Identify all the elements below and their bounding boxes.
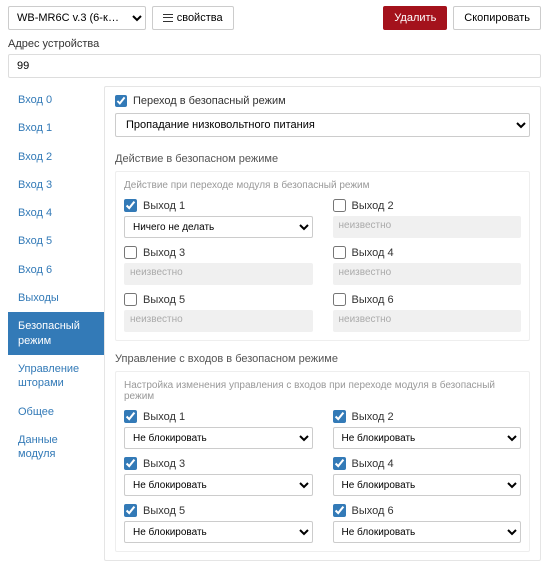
content: Переход в безопасный режим Пропадание ни… xyxy=(104,86,541,561)
sidebar-item[interactable]: Данные модуля xyxy=(8,426,104,469)
output-checkbox[interactable] xyxy=(333,199,346,212)
copy-button[interactable]: Скопировать xyxy=(453,6,541,30)
output-disabled-field: неизвестно xyxy=(333,310,522,332)
input-output-label-row: Выход 3 xyxy=(124,457,313,470)
output-label: Выход 5 xyxy=(143,294,185,306)
output-block: Выход 6 неизвестно xyxy=(333,293,522,332)
sidebar-item[interactable]: Выходы xyxy=(8,284,104,312)
input-output-checkbox[interactable] xyxy=(333,457,346,470)
output-label: Выход 1 xyxy=(143,200,185,212)
safe-mode-checkbox[interactable] xyxy=(115,95,127,107)
input-output-block: Выход 2 Не блокировать xyxy=(333,410,522,449)
output-label: Выход 3 xyxy=(143,247,185,259)
input-output-select[interactable]: Не блокировать xyxy=(333,521,522,543)
output-checkbox[interactable] xyxy=(333,293,346,306)
action-grid: Выход 1 Ничего не делать Выход 2 неизвестно… xyxy=(124,199,521,332)
input-output-label-row: Выход 4 xyxy=(333,457,522,470)
output-checkbox[interactable] xyxy=(124,199,137,212)
input-output-checkbox[interactable] xyxy=(124,457,137,470)
input-output-label: Выход 3 xyxy=(143,458,185,470)
device-select[interactable]: WB-MR6C v.3 (6-канальный модуль реле с в… xyxy=(8,6,146,30)
input-output-label-row: Выход 1 xyxy=(124,410,313,423)
output-block: Выход 2 неизвестно xyxy=(333,199,522,238)
input-output-label: Выход 2 xyxy=(352,411,394,423)
sidebar-item[interactable]: Вход 5 xyxy=(8,227,104,255)
sidebar-item[interactable]: Общее xyxy=(8,398,104,426)
input-output-select[interactable]: Не блокировать xyxy=(333,474,522,496)
input-output-select[interactable]: Не блокировать xyxy=(124,521,313,543)
output-block: Выход 5 неизвестно xyxy=(124,293,313,332)
delete-button[interactable]: Удалить xyxy=(383,6,447,30)
action-panel: Действие при переходе модуля в безопасны… xyxy=(115,171,530,341)
output-block: Выход 4 неизвестно xyxy=(333,246,522,285)
output-label-row: Выход 5 xyxy=(124,293,313,306)
output-label-row: Выход 4 xyxy=(333,246,522,259)
input-output-block: Выход 4 Не блокировать xyxy=(333,457,522,496)
input-output-label-row: Выход 2 xyxy=(333,410,522,423)
action-section-title: Действие в безопасном режиме xyxy=(115,153,530,165)
safe-mode-toggle-row: Переход в безопасный режим xyxy=(115,95,530,107)
inputs-panel-title: Настройка изменения управления с входов … xyxy=(124,380,521,402)
output-label-row: Выход 2 xyxy=(333,199,522,212)
inputs-section-title: Управление с входов в безопасном режиме xyxy=(115,353,530,365)
topbar: WB-MR6C v.3 (6-канальный модуль реле с в… xyxy=(0,0,549,36)
sidebar-item[interactable]: Вход 2 xyxy=(8,143,104,171)
sidebar-item[interactable]: Вход 1 xyxy=(8,114,104,142)
output-disabled-field: неизвестно xyxy=(124,310,313,332)
sidebar-item[interactable]: Вход 0 xyxy=(8,86,104,114)
list-icon xyxy=(163,14,173,22)
sidebar-item[interactable]: Вход 4 xyxy=(8,199,104,227)
output-label-row: Выход 1 xyxy=(124,199,313,212)
input-output-label: Выход 4 xyxy=(352,458,394,470)
input-output-checkbox[interactable] xyxy=(124,504,137,517)
input-output-checkbox[interactable] xyxy=(333,504,346,517)
output-checkbox[interactable] xyxy=(124,246,137,259)
sidebar-item[interactable]: Вход 6 xyxy=(8,256,104,284)
output-disabled-field: неизвестно xyxy=(333,216,522,238)
input-output-label: Выход 6 xyxy=(352,505,394,517)
output-checkbox[interactable] xyxy=(124,293,137,306)
sidebar: Вход 0Вход 1Вход 2Вход 3Вход 4Вход 5Вход… xyxy=(8,86,104,561)
input-output-label: Выход 1 xyxy=(143,411,185,423)
input-output-checkbox[interactable] xyxy=(124,410,137,423)
inputs-grid: Выход 1 Не блокировать Выход 2 Не блокирова… xyxy=(124,410,521,543)
output-label-row: Выход 3 xyxy=(124,246,313,259)
main: Вход 0Вход 1Вход 2Вход 3Вход 4Вход 5Вход… xyxy=(0,86,549,569)
output-label: Выход 2 xyxy=(352,200,394,212)
output-label-row: Выход 6 xyxy=(333,293,522,306)
output-label: Выход 6 xyxy=(352,294,394,306)
input-output-block: Выход 3 Не блокировать xyxy=(124,457,313,496)
address-input[interactable] xyxy=(8,54,541,78)
inputs-panel: Настройка изменения управления с входов … xyxy=(115,371,530,552)
input-output-label-row: Выход 5 xyxy=(124,504,313,517)
props-button-label: свойства xyxy=(177,12,223,24)
output-checkbox[interactable] xyxy=(333,246,346,259)
input-output-block: Выход 5 Не блокировать xyxy=(124,504,313,543)
device-select-wrap: WB-MR6C v.3 (6-канальный модуль реле с в… xyxy=(8,6,146,30)
input-output-block: Выход 1 Не блокировать xyxy=(124,410,313,449)
input-output-select[interactable]: Не блокировать xyxy=(333,427,522,449)
address-section: Адрес устройства xyxy=(0,36,549,86)
safe-mode-toggle-label: Переход в безопасный режим xyxy=(133,95,286,107)
input-output-block: Выход 6 Не блокировать xyxy=(333,504,522,543)
output-block: Выход 1 Ничего не делать xyxy=(124,199,313,238)
input-output-checkbox[interactable] xyxy=(333,410,346,423)
input-output-select[interactable]: Не блокировать xyxy=(124,474,313,496)
output-disabled-field: неизвестно xyxy=(333,263,522,285)
output-disabled-field: неизвестно xyxy=(124,263,313,285)
input-output-label-row: Выход 6 xyxy=(333,504,522,517)
sidebar-item[interactable]: Безопасный режим xyxy=(8,312,104,355)
output-block: Выход 3 неизвестно xyxy=(124,246,313,285)
input-output-label: Выход 5 xyxy=(143,505,185,517)
sidebar-item[interactable]: Вход 3 xyxy=(8,171,104,199)
action-panel-title: Действие при переходе модуля в безопасны… xyxy=(124,180,521,191)
props-button[interactable]: свойства xyxy=(152,6,234,30)
output-label: Выход 4 xyxy=(352,247,394,259)
address-label: Адрес устройства xyxy=(8,38,541,50)
output-action-select[interactable]: Ничего не делать xyxy=(124,216,313,238)
input-output-select[interactable]: Не блокировать xyxy=(124,427,313,449)
safe-mode-trigger-select[interactable]: Пропадание низковольтного питания xyxy=(115,113,530,137)
sidebar-item[interactable]: Управление шторами xyxy=(8,355,104,398)
